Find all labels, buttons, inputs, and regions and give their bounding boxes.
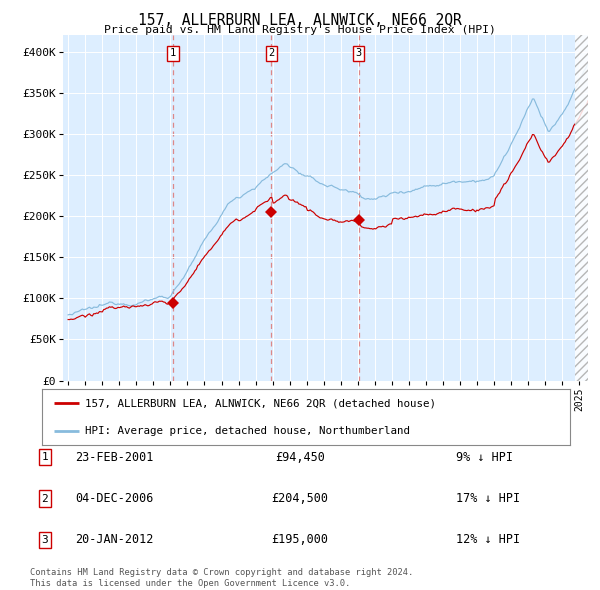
Text: 157, ALLERBURN LEA, ALNWICK, NE66 2QR: 157, ALLERBURN LEA, ALNWICK, NE66 2QR [138,13,462,28]
Text: 12% ↓ HPI: 12% ↓ HPI [456,533,520,546]
Text: 04-DEC-2006: 04-DEC-2006 [75,492,153,505]
Text: 157, ALLERBURN LEA, ALNWICK, NE66 2QR (detached house): 157, ALLERBURN LEA, ALNWICK, NE66 2QR (d… [85,398,436,408]
Text: 3: 3 [356,48,362,58]
Text: 20-JAN-2012: 20-JAN-2012 [75,533,153,546]
Text: Price paid vs. HM Land Registry's House Price Index (HPI): Price paid vs. HM Land Registry's House … [104,25,496,35]
Text: 9% ↓ HPI: 9% ↓ HPI [456,451,513,464]
Text: £94,450: £94,450 [275,451,325,464]
Text: 23-FEB-2001: 23-FEB-2001 [75,451,153,464]
Text: 2: 2 [268,48,274,58]
Text: 17% ↓ HPI: 17% ↓ HPI [456,492,520,505]
Text: HPI: Average price, detached house, Northumberland: HPI: Average price, detached house, Nort… [85,427,410,437]
Text: 2: 2 [41,494,49,503]
Text: This data is licensed under the Open Government Licence v3.0.: This data is licensed under the Open Gov… [30,579,350,588]
Polygon shape [575,35,588,381]
Text: Contains HM Land Registry data © Crown copyright and database right 2024.: Contains HM Land Registry data © Crown c… [30,568,413,576]
Text: £204,500: £204,500 [271,492,329,505]
Text: 3: 3 [41,535,49,545]
Text: 1: 1 [41,453,49,462]
Text: £195,000: £195,000 [271,533,329,546]
Text: 1: 1 [170,48,176,58]
